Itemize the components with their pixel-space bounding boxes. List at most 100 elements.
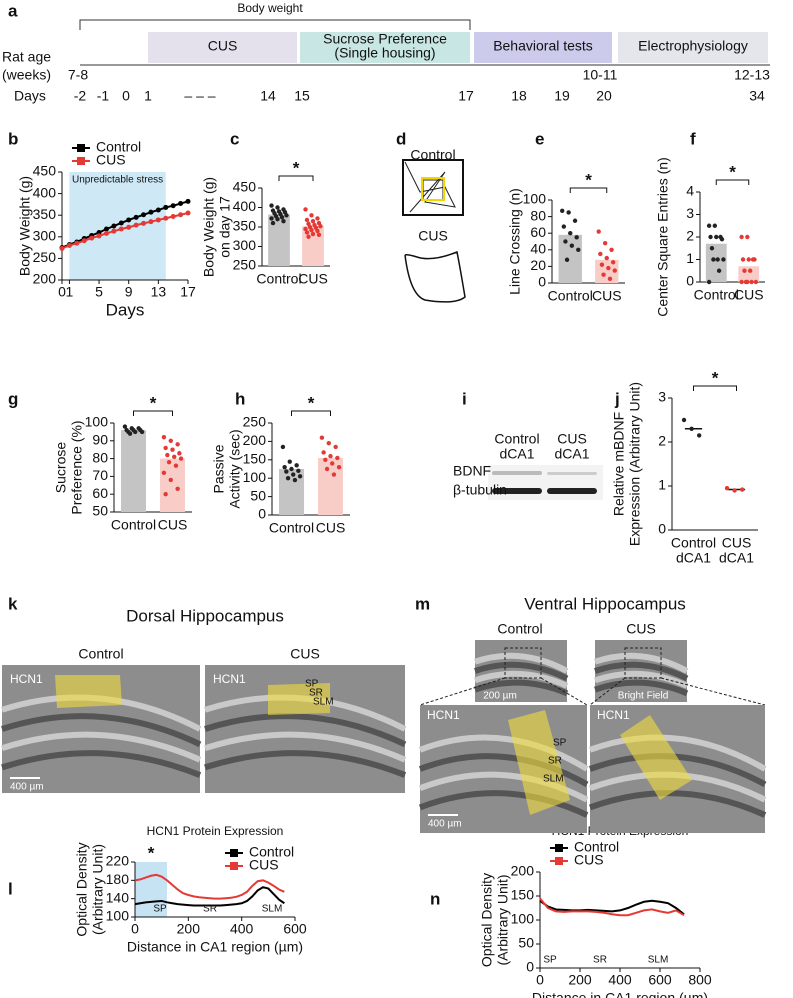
panel-label: j bbox=[614, 389, 620, 408]
age-label: 7-8 bbox=[68, 67, 88, 83]
panel-label: l bbox=[8, 879, 13, 898]
day-label: 20 bbox=[596, 88, 612, 104]
day-label: – – – bbox=[184, 88, 215, 104]
image-label: CUS bbox=[290, 646, 320, 662]
y-tick-label: 350 bbox=[233, 218, 257, 234]
marker bbox=[126, 224, 132, 230]
x-tick-label: Control bbox=[269, 520, 314, 536]
layer-label: SP bbox=[305, 679, 319, 690]
series-line bbox=[539, 897, 685, 917]
legend-marker bbox=[230, 862, 238, 870]
data-point bbox=[604, 255, 609, 261]
significance: * bbox=[308, 393, 315, 412]
x-tick-label: Control bbox=[548, 288, 593, 304]
data-point bbox=[568, 231, 573, 236]
roi bbox=[55, 675, 122, 708]
data-point bbox=[752, 257, 757, 262]
y-axis-label: Body Weight (g) bbox=[17, 176, 33, 276]
x-tick-label: CUS bbox=[298, 271, 328, 287]
scale-label: 400 µm bbox=[428, 819, 462, 830]
significance-bracket bbox=[291, 410, 331, 416]
significance-bracket bbox=[693, 385, 737, 391]
scale-label: 400 µm bbox=[10, 782, 44, 793]
tissue-layer bbox=[588, 734, 767, 772]
day-label: 17 bbox=[458, 88, 474, 104]
tissue-layer bbox=[594, 652, 689, 674]
data-point bbox=[172, 454, 177, 460]
data-point bbox=[569, 243, 575, 248]
arena bbox=[402, 159, 464, 216]
data-point bbox=[706, 279, 712, 285]
stain-label: HCN1 bbox=[597, 708, 630, 722]
data-point bbox=[127, 431, 133, 436]
marker bbox=[118, 226, 124, 232]
y-axis-label: (Arbitrary Unit) bbox=[90, 844, 106, 935]
y-axis-label: Expression (Arbitrary Unit) bbox=[627, 382, 643, 546]
x-tick-label: 600 bbox=[648, 972, 672, 988]
data-point bbox=[309, 227, 314, 233]
marker bbox=[133, 214, 139, 220]
data-point bbox=[745, 234, 750, 240]
region-label: SLM bbox=[648, 955, 669, 966]
marker bbox=[155, 207, 161, 213]
data-point bbox=[304, 217, 310, 223]
data-point bbox=[706, 223, 712, 228]
data-point bbox=[177, 451, 182, 456]
marker bbox=[126, 217, 132, 223]
tissue-layer bbox=[594, 679, 689, 697]
significance: * bbox=[150, 393, 157, 412]
tissue-layer bbox=[204, 731, 407, 763]
x-tick-label: 200 bbox=[177, 921, 201, 937]
stain-label: HCN1 bbox=[213, 672, 246, 686]
band bbox=[547, 472, 597, 475]
data-point bbox=[139, 429, 145, 435]
significance: * bbox=[585, 170, 592, 189]
legend-label: Control bbox=[574, 839, 619, 855]
roi bbox=[508, 710, 570, 815]
data-point bbox=[275, 217, 280, 222]
legend-label: Control bbox=[249, 844, 294, 860]
y-tick-label: 1 bbox=[658, 477, 666, 493]
panel-label: b bbox=[8, 129, 18, 148]
data-point bbox=[165, 452, 170, 458]
data-point bbox=[330, 461, 335, 466]
data-point bbox=[163, 492, 168, 497]
tissue-layer bbox=[588, 753, 767, 787]
panel-label: i bbox=[462, 389, 467, 408]
data-point bbox=[721, 257, 726, 262]
marker bbox=[118, 220, 124, 226]
data-point bbox=[331, 472, 337, 477]
image-note: 200 µm bbox=[483, 691, 517, 702]
y-tick-label: 250 bbox=[33, 249, 57, 265]
data-point bbox=[607, 276, 613, 282]
marker bbox=[148, 219, 154, 225]
data-point bbox=[335, 455, 340, 461]
data-point bbox=[753, 279, 759, 285]
data-point bbox=[161, 435, 167, 440]
significance: * bbox=[148, 843, 155, 862]
panel-label: f bbox=[690, 129, 696, 148]
x-tick-label: Control bbox=[694, 287, 739, 303]
data-point bbox=[269, 216, 274, 221]
x-axis-label: Distance in CA1 region (µm) bbox=[127, 939, 303, 955]
data-point bbox=[732, 488, 737, 493]
legend-label: CUS bbox=[574, 852, 604, 868]
data-point bbox=[291, 472, 296, 477]
legend-marker bbox=[77, 144, 85, 152]
y-tick-label: 0 bbox=[258, 506, 266, 522]
x-tick-label: 5 bbox=[95, 284, 103, 300]
data-point bbox=[696, 433, 702, 438]
data-point bbox=[178, 456, 184, 461]
x-tick-label: Control bbox=[671, 535, 716, 551]
day-label: 34 bbox=[749, 88, 765, 104]
data-point bbox=[749, 279, 754, 285]
day-label: 14 bbox=[260, 88, 276, 104]
x-tick-label: 0 bbox=[58, 284, 66, 300]
layer-label: SR bbox=[548, 756, 562, 767]
data-point bbox=[315, 228, 320, 234]
marker bbox=[141, 212, 147, 218]
marker bbox=[96, 229, 102, 235]
y-tick-label: 3 bbox=[658, 389, 666, 405]
y-tick-label: 0 bbox=[526, 959, 534, 975]
image-note: Bright Field bbox=[618, 691, 669, 702]
